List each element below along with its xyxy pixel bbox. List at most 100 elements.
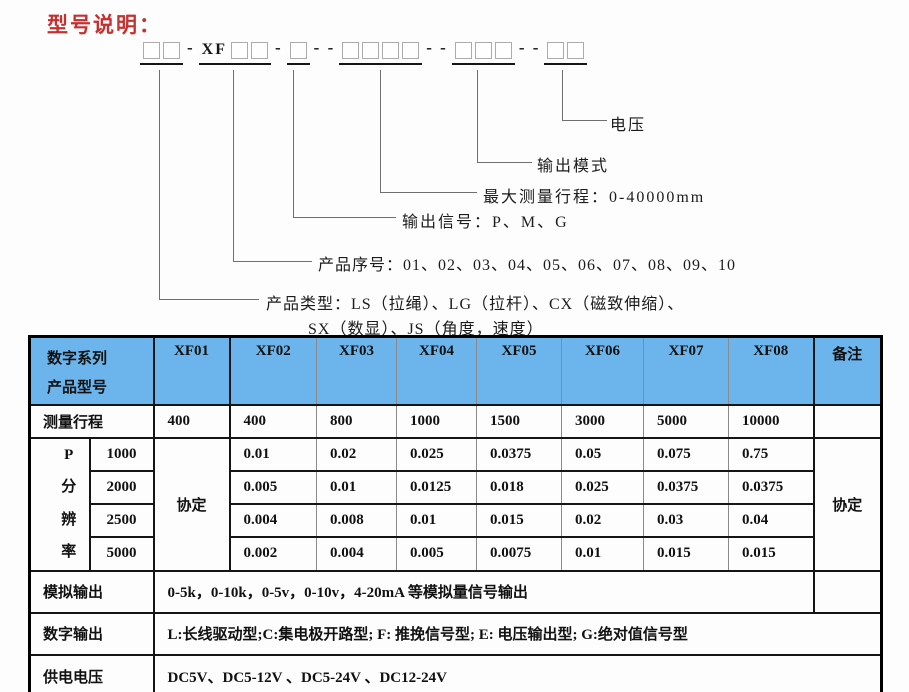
leader-line-product-serial [233, 70, 312, 262]
power-supply-row: 供电电压 DC5V、DC5-12V 、DC5-24V 、DC12-24V [28, 653, 883, 692]
header-xf03: XF03 [316, 335, 398, 406]
table-cell: 0.0075 [476, 535, 563, 572]
table-cell: 0.02 [316, 436, 398, 472]
table-cell: 0.004 [228, 502, 318, 538]
header-xf02: XF02 [228, 335, 318, 406]
model-code-box [143, 42, 160, 59]
table-cell: 0.015 [643, 535, 730, 572]
model-code-box [454, 42, 472, 59]
freq-cell: 2500 [88, 502, 155, 538]
resolution-row-2500: 2500 0.004 0.008 0.01 0.015 0.02 0.03 0.… [30, 502, 882, 538]
table-cell: 0.0375 [476, 436, 563, 472]
model-code-box [231, 41, 248, 59]
model-code-group [339, 42, 423, 65]
model-code-box [382, 42, 400, 59]
digital-output-value: L:长线驱动型;C:集电极开路型; F: 推挽信号型; E: 电压输出型; G:… [152, 611, 883, 656]
model-code-box [402, 42, 420, 59]
header-xf05: XF05 [476, 335, 563, 406]
table-cell: 0.004 [316, 535, 398, 572]
model-code-box [547, 42, 565, 59]
table-cell: 5000 [643, 403, 730, 439]
header-series-line2: 产品型号 [47, 380, 108, 397]
table-cell: 0.008 [316, 502, 398, 538]
table-cell: 0.01 [396, 502, 478, 538]
model-code-box [342, 42, 360, 59]
header-xf06: XF06 [561, 335, 645, 406]
freq-cell: 5000 [88, 535, 155, 572]
leader-line-max-travel [380, 70, 477, 193]
resolution-row-5000: 5000 0.002 0.004 0.005 0.0075 0.01 0.015… [30, 535, 882, 572]
leader-line-output-signal [293, 70, 396, 218]
header-series-model: 数字系列 产品型号 [28, 335, 155, 406]
table-cell: 0.075 [643, 436, 730, 472]
analog-output-value: 0-5k，0-10k，0-5v，0-10v，4-20mA 等模拟量信号输出 [152, 569, 815, 614]
model-code-separator: - [275, 38, 283, 57]
table-cell: 0.025 [396, 436, 478, 472]
model-code-group [286, 42, 310, 65]
power-supply-value: DC5V、DC5-12V 、DC5-24V 、DC12-24V [152, 653, 883, 692]
model-code: - XF - - -- -- - [138, 38, 589, 65]
xf01-agreement-cell: 协定 [152, 436, 231, 572]
note-agreement-cell: 协定 [812, 436, 883, 572]
analog-output-row: 模拟输出 0-5k，0-10k，0-5v，0-10v，4-20mA 等模拟量信号… [28, 569, 883, 614]
header-xf07: XF07 [643, 335, 730, 406]
table-cell: 0.02 [561, 502, 645, 538]
callout-product-type-line1: 产品类型：LS（拉绳）、LG（拉杆）、CX（磁致伸缩）、 [266, 296, 685, 313]
table-cell: 1000 [396, 403, 478, 439]
table-cell: 0.015 [728, 535, 815, 572]
table-cell: 0.025 [561, 469, 645, 505]
resolution-row-1000: P 分 辨 率 1000 协定 0.01 0.02 0.025 0.0375 0… [29, 436, 883, 572]
travel-row: 测量行程 400 400 800 1000 1500 3000 5000 100… [28, 403, 883, 439]
table-cell: 10000 [728, 403, 815, 439]
freq-cell: 2000 [88, 469, 155, 505]
spec-table: 数字系列 产品型号 XF01 XF02 XF03 XF04 XF05 XF06 … [28, 335, 884, 692]
table-cell: 0.002 [228, 535, 318, 572]
table-cell: 0.05 [561, 436, 645, 472]
model-code-box [494, 42, 512, 59]
resolution-label: P 分 辨 率 [29, 436, 90, 572]
table-cell: 1500 [476, 403, 563, 439]
table-cell: 0.75 [728, 436, 815, 472]
page-title: 型号说明： [47, 14, 162, 37]
header-series-line1: 数字系列 [47, 351, 108, 367]
analog-note-cell [812, 569, 883, 614]
resolution-char: 辨 [61, 511, 77, 528]
resolution-char: 分 [61, 479, 77, 496]
freq-cell: 1000 [88, 436, 155, 472]
header-xf08: XF08 [728, 335, 815, 406]
callout-product-type: 产品类型：LS（拉绳）、LG（拉杆）、CX（磁致伸缩）、 SX（数显）、JS（角… [266, 290, 684, 339]
callout-product-type-line2: SX（数显）、JS（角度，速度） [308, 321, 544, 338]
callout-product-serial: 产品序号：01、02、03、04、05、06、07、08、09、10 [318, 257, 737, 274]
model-code-box [362, 42, 380, 59]
header-xf01: XF01 [152, 335, 231, 406]
travel-label: 测量行程 [28, 403, 155, 439]
table-cell: 0.0375 [643, 469, 730, 505]
digital-output-label: 数字输出 [28, 611, 155, 656]
leader-line-product-type [159, 70, 259, 300]
callout-output-signal: 输出信号：P、M、G [402, 214, 569, 231]
callout-voltage: 电压 [610, 117, 647, 134]
model-code-group [544, 42, 588, 65]
resolution-row-2000: 2000 0.005 0.01 0.0125 0.018 0.025 0.037… [30, 469, 882, 505]
table-cell: 0.01 [561, 535, 645, 572]
model-code-group: XF [198, 41, 271, 65]
table-cell: 0.018 [476, 469, 563, 505]
table-cell: 0.04 [728, 502, 815, 538]
table-cell: 0.0375 [728, 469, 815, 505]
model-code-group [140, 42, 183, 65]
resolution-char: P [64, 446, 74, 463]
model-code-box [567, 42, 585, 59]
model-code-box [163, 42, 180, 59]
table-cell: 0.03 [643, 502, 730, 538]
model-code-separator: - - [426, 38, 448, 57]
table-cell: 0.015 [476, 502, 563, 538]
header-xf04: XF04 [396, 335, 478, 406]
model-code-separator: - [187, 38, 195, 57]
table-header-row: 数字系列 产品型号 XF01 XF02 XF03 XF04 XF05 XF06 … [28, 335, 883, 406]
table-cell: 3000 [561, 403, 645, 439]
model-code-group [451, 42, 515, 65]
table-cell: 0.01 [228, 436, 318, 472]
digital-output-row: 数字输出 L:长线驱动型;C:集电极开路型; F: 推挽信号型; E: 电压输出… [28, 611, 883, 656]
table-cell: 0.005 [396, 535, 478, 572]
